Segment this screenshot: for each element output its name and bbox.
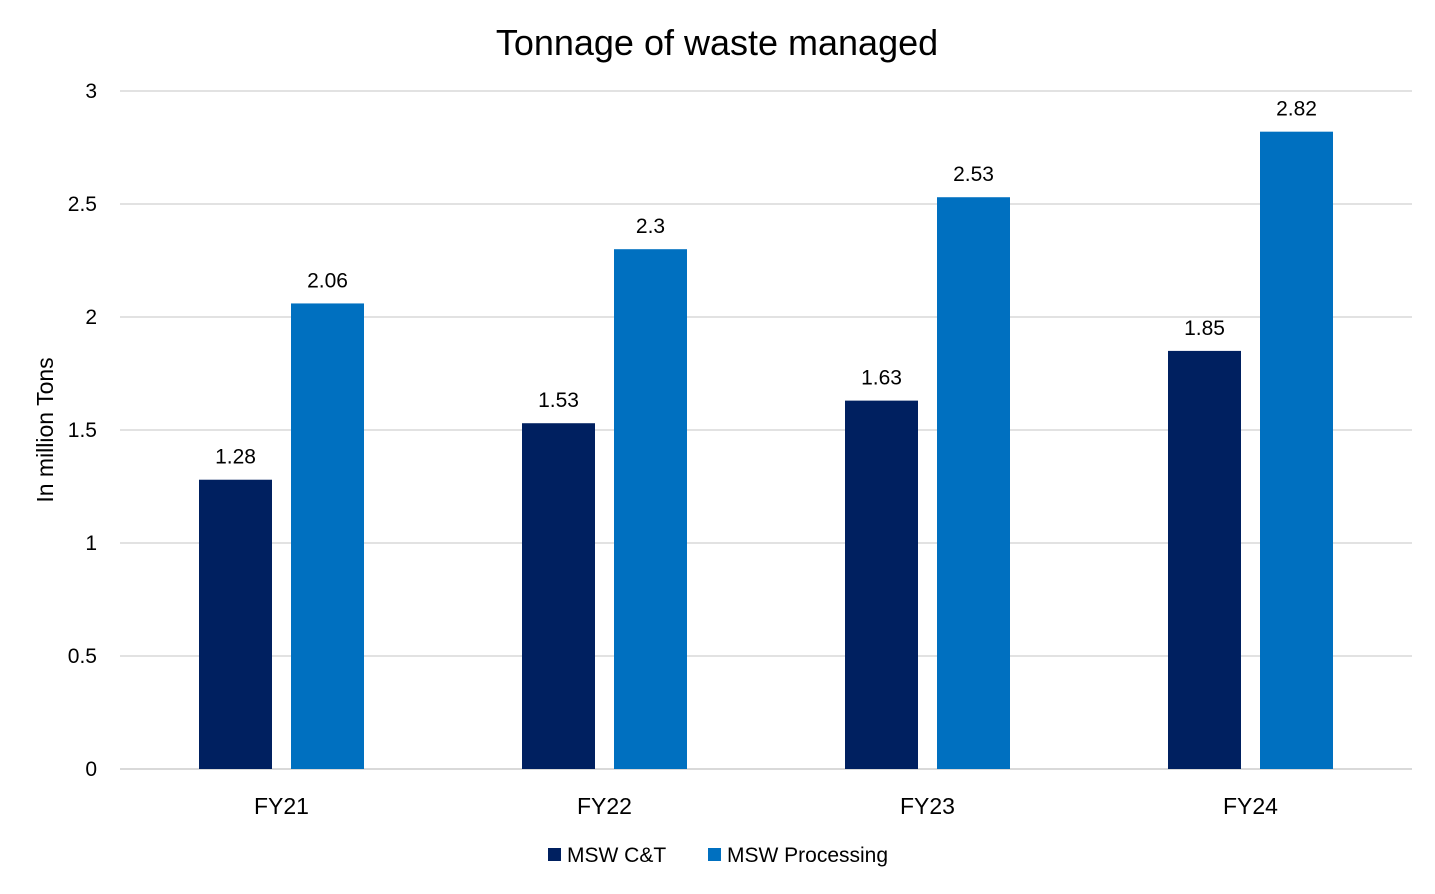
bar-fy21-series-1 bbox=[199, 479, 272, 769]
y-tick-label: 3 bbox=[85, 80, 97, 103]
data-label: 2.06 bbox=[307, 269, 348, 292]
bars bbox=[199, 131, 1333, 770]
y-tick-label: 2 bbox=[85, 306, 97, 329]
bar-fy23-series-2 bbox=[937, 197, 1010, 770]
legend-swatch bbox=[548, 848, 561, 861]
x-category-label: FY21 bbox=[254, 793, 309, 819]
bar-fy21-series-2 bbox=[291, 303, 364, 769]
legend-swatch bbox=[708, 848, 721, 861]
data-label: 1.63 bbox=[861, 367, 902, 390]
legend-label: MSW C&T bbox=[567, 844, 666, 867]
chart-title: Tonnage of waste managed bbox=[496, 22, 938, 63]
bar-fy24-series-2 bbox=[1260, 131, 1333, 769]
y-tick-label: 0.5 bbox=[68, 645, 97, 668]
y-tick-label: 2.5 bbox=[68, 193, 97, 216]
data-labels: 1.28 2.06 1.53 2.3 1.63 2.53 1.85 2.82 bbox=[215, 98, 1317, 469]
data-label: 1.53 bbox=[538, 389, 579, 412]
x-axis-categories: FY21 FY22 FY23 FY24 bbox=[254, 793, 1278, 819]
y-axis-title: In million Tons bbox=[32, 357, 58, 502]
x-category-label: FY22 bbox=[577, 793, 632, 819]
x-category-label: FY23 bbox=[900, 793, 955, 819]
y-tick-label: 0 bbox=[85, 758, 97, 781]
bar-fy22-series-2 bbox=[614, 249, 687, 769]
y-tick-label: 1.5 bbox=[68, 419, 97, 442]
x-category-label: FY24 bbox=[1223, 793, 1278, 819]
y-tick-label: 1 bbox=[85, 532, 97, 555]
data-label: 2.3 bbox=[636, 215, 665, 238]
data-label: 1.28 bbox=[215, 446, 256, 469]
data-label: 2.53 bbox=[953, 163, 994, 186]
data-label: 1.85 bbox=[1184, 317, 1225, 340]
data-label: 2.82 bbox=[1276, 98, 1317, 121]
legend-label: MSW Processing bbox=[727, 844, 888, 867]
bar-fy22-series-1 bbox=[522, 423, 595, 769]
y-axis-ticks: 0 0.5 1 1.5 2 2.5 3 bbox=[68, 80, 97, 781]
bar-fy24-series-1 bbox=[1168, 350, 1241, 769]
legend: MSW C&T MSW Processing bbox=[548, 844, 888, 867]
bar-fy23-series-1 bbox=[845, 400, 918, 769]
